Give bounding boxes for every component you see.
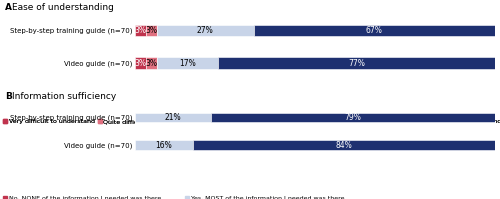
Bar — [192, 140, 495, 150]
Text: Information sufficiency: Information sufficiency — [12, 93, 117, 101]
Legend: No, NONE of the information I needed was there, No, HARDLY ANY of the informatio: No, NONE of the information I needed was… — [3, 196, 344, 199]
Text: 84%: 84% — [336, 141, 352, 150]
Text: 3%: 3% — [145, 59, 157, 68]
Bar — [135, 112, 210, 122]
Bar — [146, 25, 156, 36]
Text: 3%: 3% — [145, 26, 157, 35]
Bar — [156, 58, 218, 69]
Text: 3%: 3% — [134, 59, 146, 68]
Bar — [146, 58, 156, 69]
Text: 77%: 77% — [348, 59, 365, 68]
Text: 27%: 27% — [197, 26, 214, 35]
Bar — [135, 58, 146, 69]
Bar — [135, 25, 146, 36]
Text: 17%: 17% — [179, 59, 196, 68]
Text: 79%: 79% — [344, 113, 361, 122]
Bar — [218, 58, 495, 69]
Bar — [156, 25, 254, 36]
Text: A: A — [5, 3, 12, 12]
Bar — [254, 25, 495, 36]
Text: 21%: 21% — [164, 113, 181, 122]
Text: 67%: 67% — [366, 26, 383, 35]
Text: 16%: 16% — [156, 141, 172, 150]
Legend: Very difficult to understand, Quite difficult to understand, Neither easy nor di: Very difficult to understand, Quite diff… — [3, 119, 500, 124]
Text: B: B — [5, 93, 12, 101]
Bar — [210, 112, 495, 122]
Text: Ease of understanding: Ease of understanding — [12, 3, 115, 12]
Bar — [135, 140, 192, 150]
Text: 3%: 3% — [134, 26, 146, 35]
